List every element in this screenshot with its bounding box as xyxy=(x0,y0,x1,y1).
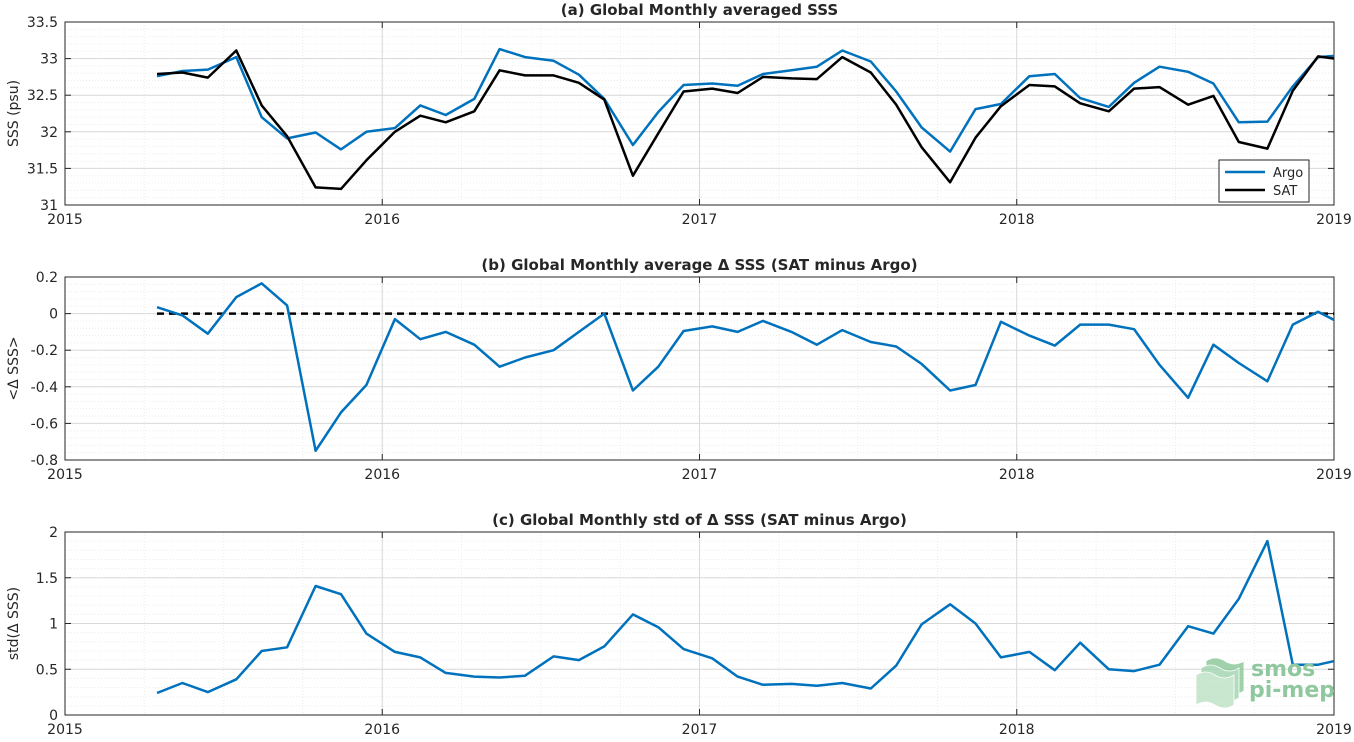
y-tick-label: 1.5 xyxy=(36,571,58,587)
legend: Argo SAT xyxy=(1218,159,1310,203)
series-line-argo xyxy=(156,282,1334,453)
y-tick-label: 32 xyxy=(40,125,58,141)
y-tick-label: -0.2 xyxy=(31,343,58,359)
y-tick-label: 0 xyxy=(49,708,58,724)
chart-title: (c) Global Monthly std of Δ SSS (SAT min… xyxy=(492,511,907,529)
series-line-argo xyxy=(156,539,1334,695)
layered-wave-logo-icon xyxy=(1195,657,1245,709)
legend-entry-sat: SAT xyxy=(1273,184,1297,199)
x-tick-label: 2017 xyxy=(682,722,718,737)
y-tick-label: 2 xyxy=(49,525,58,541)
chart-title: (a) Global Monthly averaged SSS xyxy=(561,1,838,19)
y-tick-label: 31 xyxy=(40,198,58,214)
legend-entry-argo: Argo xyxy=(1273,166,1303,181)
x-tick-label: 2015 xyxy=(47,722,83,737)
y-tick-label: -0.8 xyxy=(31,453,58,469)
x-tick-label: 2018 xyxy=(999,467,1035,483)
x-tick-label: 2017 xyxy=(682,467,718,483)
chart-title: (b) Global Monthly average Δ SSS (SAT mi… xyxy=(481,256,917,274)
y-tick-label: 1 xyxy=(49,617,58,633)
x-tick-label: 2016 xyxy=(364,467,400,483)
x-tick-label: 2018 xyxy=(999,722,1035,737)
x-tick-label: 2019 xyxy=(1316,212,1352,228)
y-tick-label: 31.5 xyxy=(27,161,58,177)
logo-text-smos: smos xyxy=(1251,657,1315,682)
y-tick-label: -0.4 xyxy=(31,380,58,396)
y-axis-label: <Δ SSS> xyxy=(6,336,22,400)
series-line-argo xyxy=(156,47,1334,153)
y-tick-label: 32.5 xyxy=(27,88,58,104)
x-tick-label: 2018 xyxy=(999,212,1035,228)
panel-c: 2015 2016 2017 2018 2019 0 0.5 1 1.5 2 (c) Global … xyxy=(6,511,1352,738)
x-tick-label: 2017 xyxy=(682,212,718,228)
y-tick-label: 0.5 xyxy=(36,662,58,678)
y-tick-label: 0.2 xyxy=(36,270,58,286)
x-tick-label: 2015 xyxy=(47,212,83,228)
x-tick-label: 2019 xyxy=(1316,467,1352,483)
x-tick-label: 2015 xyxy=(47,467,83,483)
y-axis-label: std(Δ SSS) xyxy=(6,587,22,660)
y-tick-label: 0 xyxy=(49,307,58,323)
y-axis-label: SSS (psu) xyxy=(6,80,22,147)
x-tick-label: 2019 xyxy=(1316,722,1352,737)
x-tick-label: 2016 xyxy=(364,722,400,737)
x-tick-label: 2016 xyxy=(364,212,400,228)
y-tick-label: 33.5 xyxy=(27,15,58,31)
logo-text-pi-mep: pi-mep xyxy=(1249,678,1335,703)
y-tick-label: 33 xyxy=(40,52,58,68)
panel-a: 2015 2016 2017 2018 2019 31 31.5 32 32.5 33 33.5 (a… xyxy=(6,1,1352,228)
panel-b: 2015 2016 2017 2018 2019 -0.8 -0.6 -0.4 -0.2 0 0.2… xyxy=(6,256,1352,483)
series-line-sat xyxy=(156,49,1334,191)
y-tick-label: -0.6 xyxy=(31,416,58,432)
legend-box xyxy=(1218,159,1310,203)
